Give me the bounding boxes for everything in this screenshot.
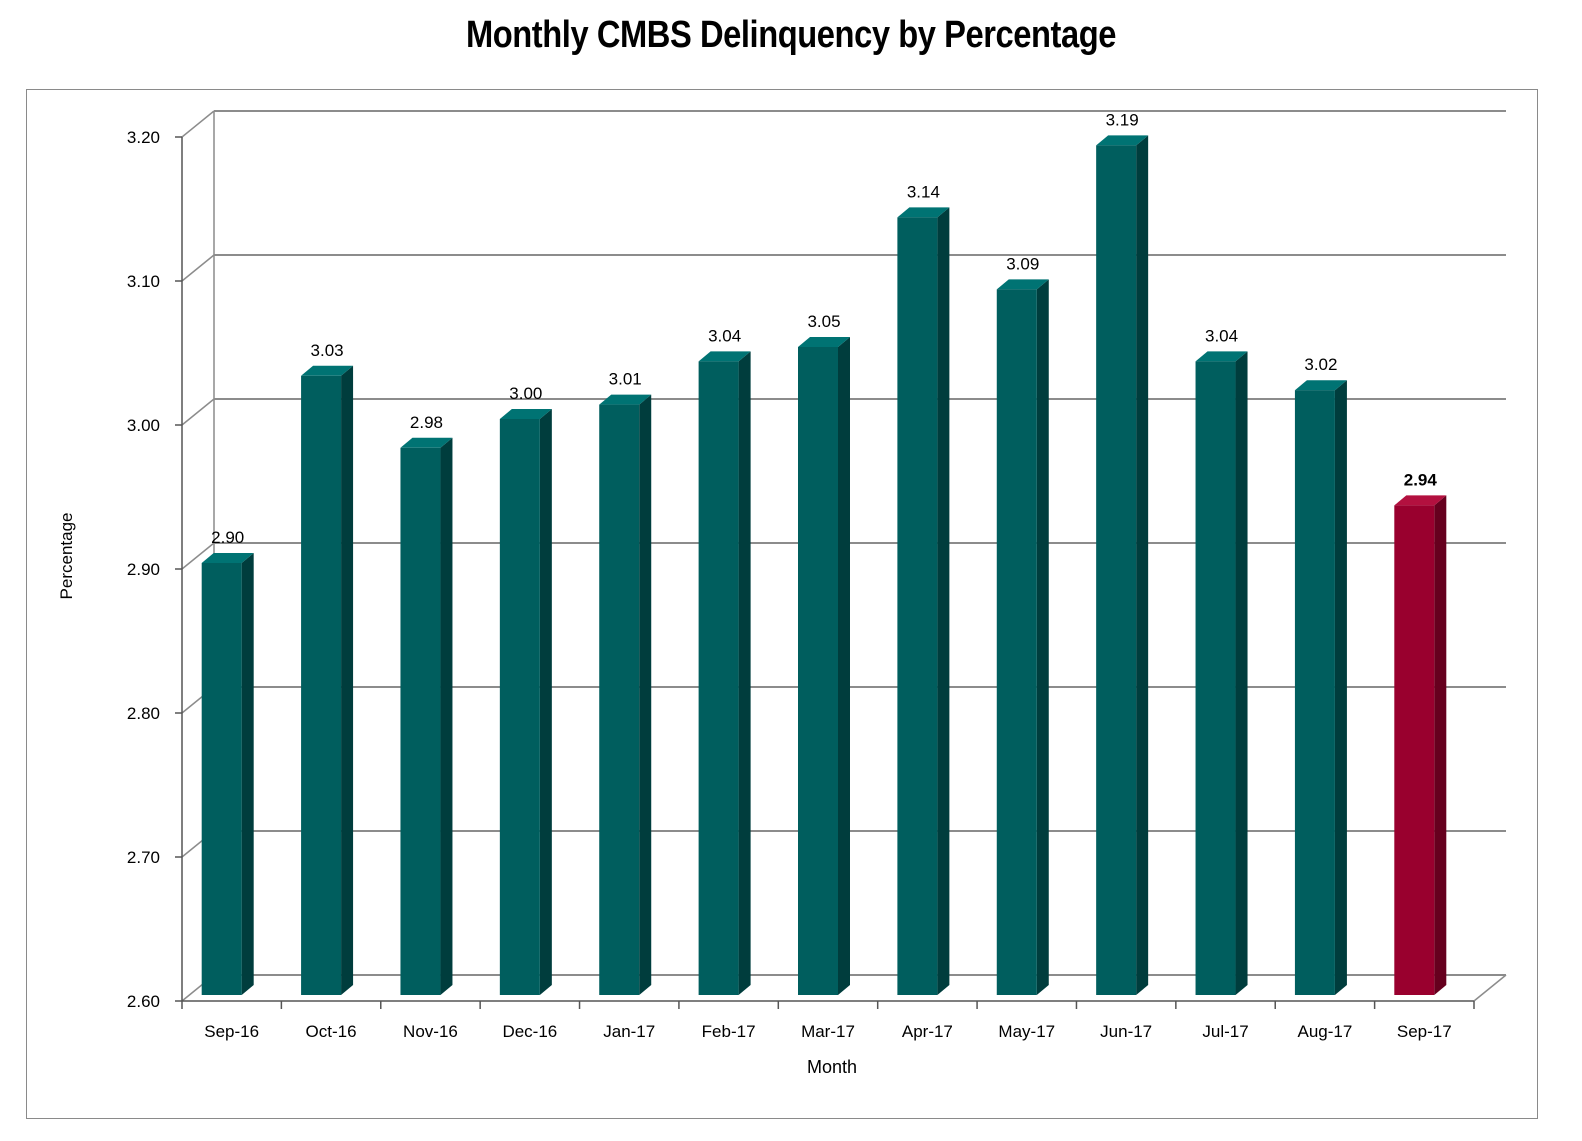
chart-frame xyxy=(26,89,1538,1119)
x-axis-title: Month xyxy=(807,1057,857,1077)
bar xyxy=(599,404,640,996)
bar-side xyxy=(1434,495,1447,995)
bar-top xyxy=(1394,495,1447,506)
x-tick-label: Jan-17 xyxy=(603,1022,655,1041)
bar-top xyxy=(798,337,850,347)
x-tick-label: Dec-16 xyxy=(502,1022,557,1041)
bar-top xyxy=(599,394,652,405)
data-label: 3.00 xyxy=(509,384,542,403)
x-tick-label: Feb-17 xyxy=(702,1022,756,1041)
data-label: 3.09 xyxy=(1006,254,1039,273)
bar xyxy=(201,563,242,995)
bar xyxy=(400,447,441,995)
gridline-diagonal xyxy=(181,398,215,426)
bar xyxy=(996,289,1037,995)
chart-title: Monthly CMBS Delinquency by Percentage xyxy=(465,14,1117,56)
x-tick-label: Mar-17 xyxy=(801,1022,855,1041)
data-label: 3.04 xyxy=(708,326,741,345)
y-tick-label: 3.20 xyxy=(127,128,160,147)
x-tick-label: Jun-17 xyxy=(1100,1022,1152,1041)
bar-top xyxy=(499,409,552,419)
bar xyxy=(1294,390,1335,995)
x-tick-label: Aug-17 xyxy=(1298,1022,1353,1041)
bar-side xyxy=(440,437,453,995)
y-tick-label: 2.70 xyxy=(127,848,160,867)
y-tick-label: 2.80 xyxy=(127,704,160,723)
x-tick-label: Jul-17 xyxy=(1202,1022,1248,1041)
bar-side xyxy=(639,394,652,996)
bar-side xyxy=(1334,380,1347,995)
bar xyxy=(698,361,739,995)
x-tick-label: Nov-16 xyxy=(403,1022,458,1041)
bar-side xyxy=(738,351,751,995)
data-label: 3.01 xyxy=(609,370,642,389)
bar-side xyxy=(937,207,950,995)
bar-top xyxy=(1195,351,1248,362)
y-tick-label: 3.00 xyxy=(127,416,160,435)
bar xyxy=(1394,505,1435,995)
x-tick-label: May-17 xyxy=(998,1022,1055,1041)
gridline-diagonal xyxy=(181,110,215,138)
bar-side xyxy=(1136,135,1149,995)
bar-side xyxy=(539,409,552,995)
x-tick-label: Apr-17 xyxy=(902,1022,953,1041)
x-tick-label: Oct-16 xyxy=(306,1022,357,1041)
gridline-diagonal xyxy=(181,542,215,570)
floor-edge xyxy=(1473,974,1507,1002)
data-label: 2.94 xyxy=(1404,470,1438,489)
bar xyxy=(499,419,540,995)
bar-side xyxy=(1235,351,1248,995)
x-tick-label: Sep-17 xyxy=(1397,1022,1452,1041)
bar xyxy=(798,347,838,995)
data-label: 3.03 xyxy=(311,341,344,360)
bar-top xyxy=(996,279,1049,290)
data-label: 3.14 xyxy=(907,182,940,201)
bar-top xyxy=(301,365,354,376)
data-label: 2.98 xyxy=(410,413,443,432)
bar-top xyxy=(897,207,950,218)
gridline-diagonal xyxy=(181,254,215,282)
bars xyxy=(201,135,1447,996)
axes: 2.60 2.70 2.80 2.90 3.00 3.10 3.20 xyxy=(127,128,1507,1011)
labels: 2.90 Sep-16 3.03 Oct-16 2.98 Nov-16 3.00 Dec-16… xyxy=(204,110,1451,1041)
bar-side xyxy=(241,553,254,995)
y-tick-label: 2.60 xyxy=(127,992,160,1011)
y-tick-label: 2.90 xyxy=(127,560,160,579)
bar-top xyxy=(400,437,453,448)
data-label: 3.05 xyxy=(807,312,840,331)
bar xyxy=(1096,145,1137,995)
bar xyxy=(301,375,342,995)
bar-side xyxy=(341,365,354,995)
bar-top xyxy=(1096,135,1149,146)
bar-top xyxy=(1294,380,1347,391)
bar xyxy=(897,217,938,995)
data-label: 2.90 xyxy=(211,528,244,547)
y-tick-label: 3.10 xyxy=(127,272,160,291)
data-label: 3.04 xyxy=(1205,326,1238,345)
bar-side xyxy=(1036,279,1049,995)
data-label: 3.19 xyxy=(1106,110,1139,129)
data-label: 3.02 xyxy=(1304,355,1337,374)
bar-top xyxy=(201,553,254,563)
bar xyxy=(1195,361,1236,995)
bar-top xyxy=(698,351,751,362)
x-tick-label: Sep-16 xyxy=(204,1022,259,1041)
bar-side xyxy=(838,337,850,995)
y-axis-title: Percentage xyxy=(57,513,76,600)
